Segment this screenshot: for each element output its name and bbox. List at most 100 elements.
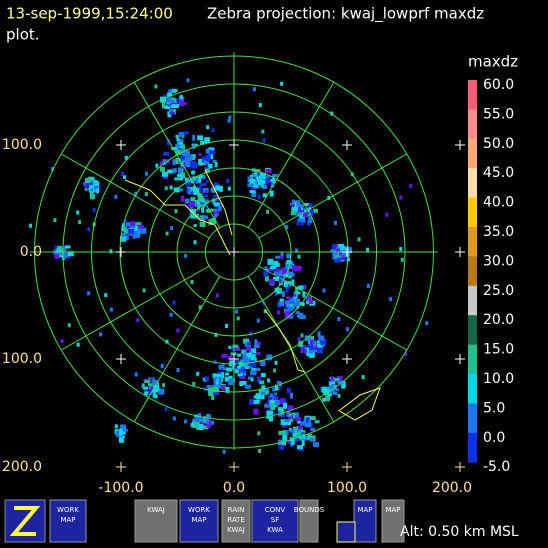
echo: [243, 338, 248, 343]
echo: [246, 361, 253, 367]
echo: [165, 105, 170, 110]
echo: [285, 261, 292, 268]
echo: [255, 393, 261, 400]
echo: [178, 132, 184, 138]
echo: [308, 344, 314, 351]
echo: [293, 433, 298, 438]
echo: [244, 384, 251, 389]
echo: [114, 424, 118, 429]
toolbar-button[interactable]: MAP: [353, 499, 377, 543]
echo: [293, 426, 298, 430]
echo: [64, 245, 71, 249]
colorbar-label: 20.0: [483, 312, 514, 328]
echo: [404, 352, 408, 357]
echo: [300, 347, 304, 353]
echo: [288, 306, 293, 311]
echo: [215, 391, 220, 395]
echo: [87, 227, 91, 232]
echo: [334, 257, 341, 263]
grid-marker: [342, 462, 352, 472]
x-label: -100.0: [98, 480, 143, 496]
toolbar-button[interactable]: WORK MAP: [49, 499, 87, 543]
colorbar-swatch: [468, 168, 477, 199]
echo: [177, 173, 183, 177]
z-button[interactable]: [4, 499, 46, 543]
echo: [213, 386, 219, 393]
y-label: 100.0: [2, 137, 42, 153]
echo: [279, 300, 285, 307]
echo: [198, 305, 202, 310]
echo: [164, 186, 168, 191]
spoke: [247, 82, 335, 229]
echo: [242, 352, 247, 358]
echo: [210, 187, 217, 192]
echo: [188, 155, 194, 159]
echo: [170, 111, 175, 115]
toolbar-button[interactable]: BOUNDS: [294, 499, 325, 543]
echo: [215, 373, 221, 377]
echo: [224, 376, 229, 382]
echo: [168, 89, 173, 94]
echo: [281, 414, 285, 418]
echo: [221, 385, 226, 390]
echo: [298, 435, 302, 441]
echo: [283, 309, 290, 313]
echo: [166, 139, 170, 146]
echo: [56, 249, 60, 254]
echo: [176, 137, 180, 142]
echo: [288, 271, 292, 276]
echo: [322, 397, 326, 402]
echo: [296, 299, 300, 304]
toolbar-button[interactable]: RAIN RATE KWAJ: [221, 499, 251, 543]
echo: [167, 111, 172, 118]
toolbar-button[interactable]: CONV SF KWA: [251, 499, 299, 543]
echo: [162, 102, 165, 109]
echo: [175, 143, 181, 150]
echo: [276, 381, 281, 385]
echo: [204, 190, 208, 194]
echo: [317, 331, 321, 338]
echo: [296, 212, 303, 216]
echo: [314, 420, 320, 424]
echo: [186, 78, 190, 83]
echo: [140, 227, 147, 234]
echo: [87, 291, 91, 296]
echo: [203, 418, 207, 423]
echo: [300, 212, 306, 219]
echo: [261, 129, 265, 134]
echo: [215, 375, 220, 379]
echo: [293, 302, 300, 307]
echo: [242, 356, 249, 363]
echo: [120, 171, 124, 176]
echo: [208, 219, 213, 226]
toolbar-button[interactable]: MAP: [381, 499, 405, 543]
echo: [286, 296, 291, 300]
echo: [195, 178, 201, 184]
echo: [250, 354, 256, 361]
echo: [266, 209, 270, 214]
echo: [169, 185, 173, 190]
echo: [172, 416, 176, 421]
button-label: BOUNDS: [294, 506, 325, 514]
echo: [92, 207, 96, 212]
echo: [228, 375, 233, 381]
echo: [199, 420, 205, 427]
echo: [132, 228, 138, 232]
toolbar-button[interactable]: KWAJ: [134, 499, 178, 543]
toolbar-button[interactable]: WORK MAP: [179, 499, 219, 543]
echo: [214, 213, 218, 218]
echo: [197, 204, 201, 208]
echo: [227, 186, 231, 191]
echo: [185, 160, 191, 166]
button-label: RATE: [227, 516, 245, 524]
colorbar-label: 50.0: [483, 136, 514, 152]
echo: [222, 367, 229, 371]
echo: [309, 299, 313, 304]
echo: [181, 195, 184, 202]
echo: [213, 208, 218, 213]
echo: [308, 216, 313, 223]
echo: [259, 380, 265, 385]
echo: [160, 364, 164, 369]
echo: [270, 405, 276, 411]
grid-button[interactable]: [336, 521, 356, 543]
